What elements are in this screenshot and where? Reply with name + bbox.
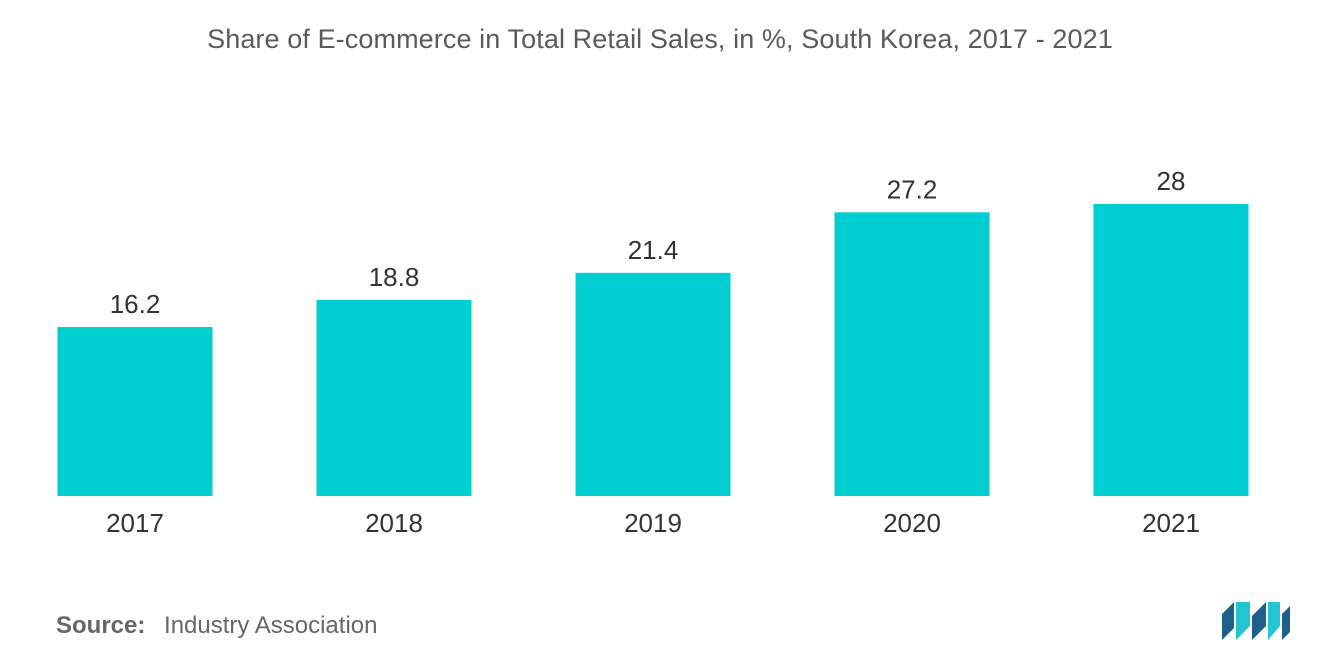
data-label-2017: 16.2 <box>110 289 161 319</box>
source-label: Source: <box>56 612 146 639</box>
source-text: Industry Association <box>164 612 378 639</box>
bar-2019 <box>575 272 731 496</box>
x-tick-label-2018: 2018 <box>365 508 423 538</box>
data-label-2018: 18.8 <box>369 262 420 292</box>
x-tick-label-2021: 2021 <box>1142 508 1200 538</box>
source-note: Source: Industry Association <box>56 612 377 640</box>
x-tick-label-2019: 2019 <box>624 508 682 538</box>
x-tick-label-2017: 2017 <box>106 508 164 538</box>
x-tick-label-2020: 2020 <box>883 508 941 538</box>
bar-2021 <box>1093 204 1249 496</box>
brand-logo-icon <box>1222 602 1290 640</box>
data-label-2021: 28 <box>1157 166 1186 196</box>
data-label-2019: 21.4 <box>628 235 679 265</box>
chart-title: Share of E-commerce in Total Retail Sale… <box>207 24 1113 54</box>
bar-2020 <box>834 212 990 497</box>
bar-2017 <box>57 327 213 496</box>
bar-2018 <box>316 299 472 496</box>
data-label-2020: 27.2 <box>887 174 938 204</box>
